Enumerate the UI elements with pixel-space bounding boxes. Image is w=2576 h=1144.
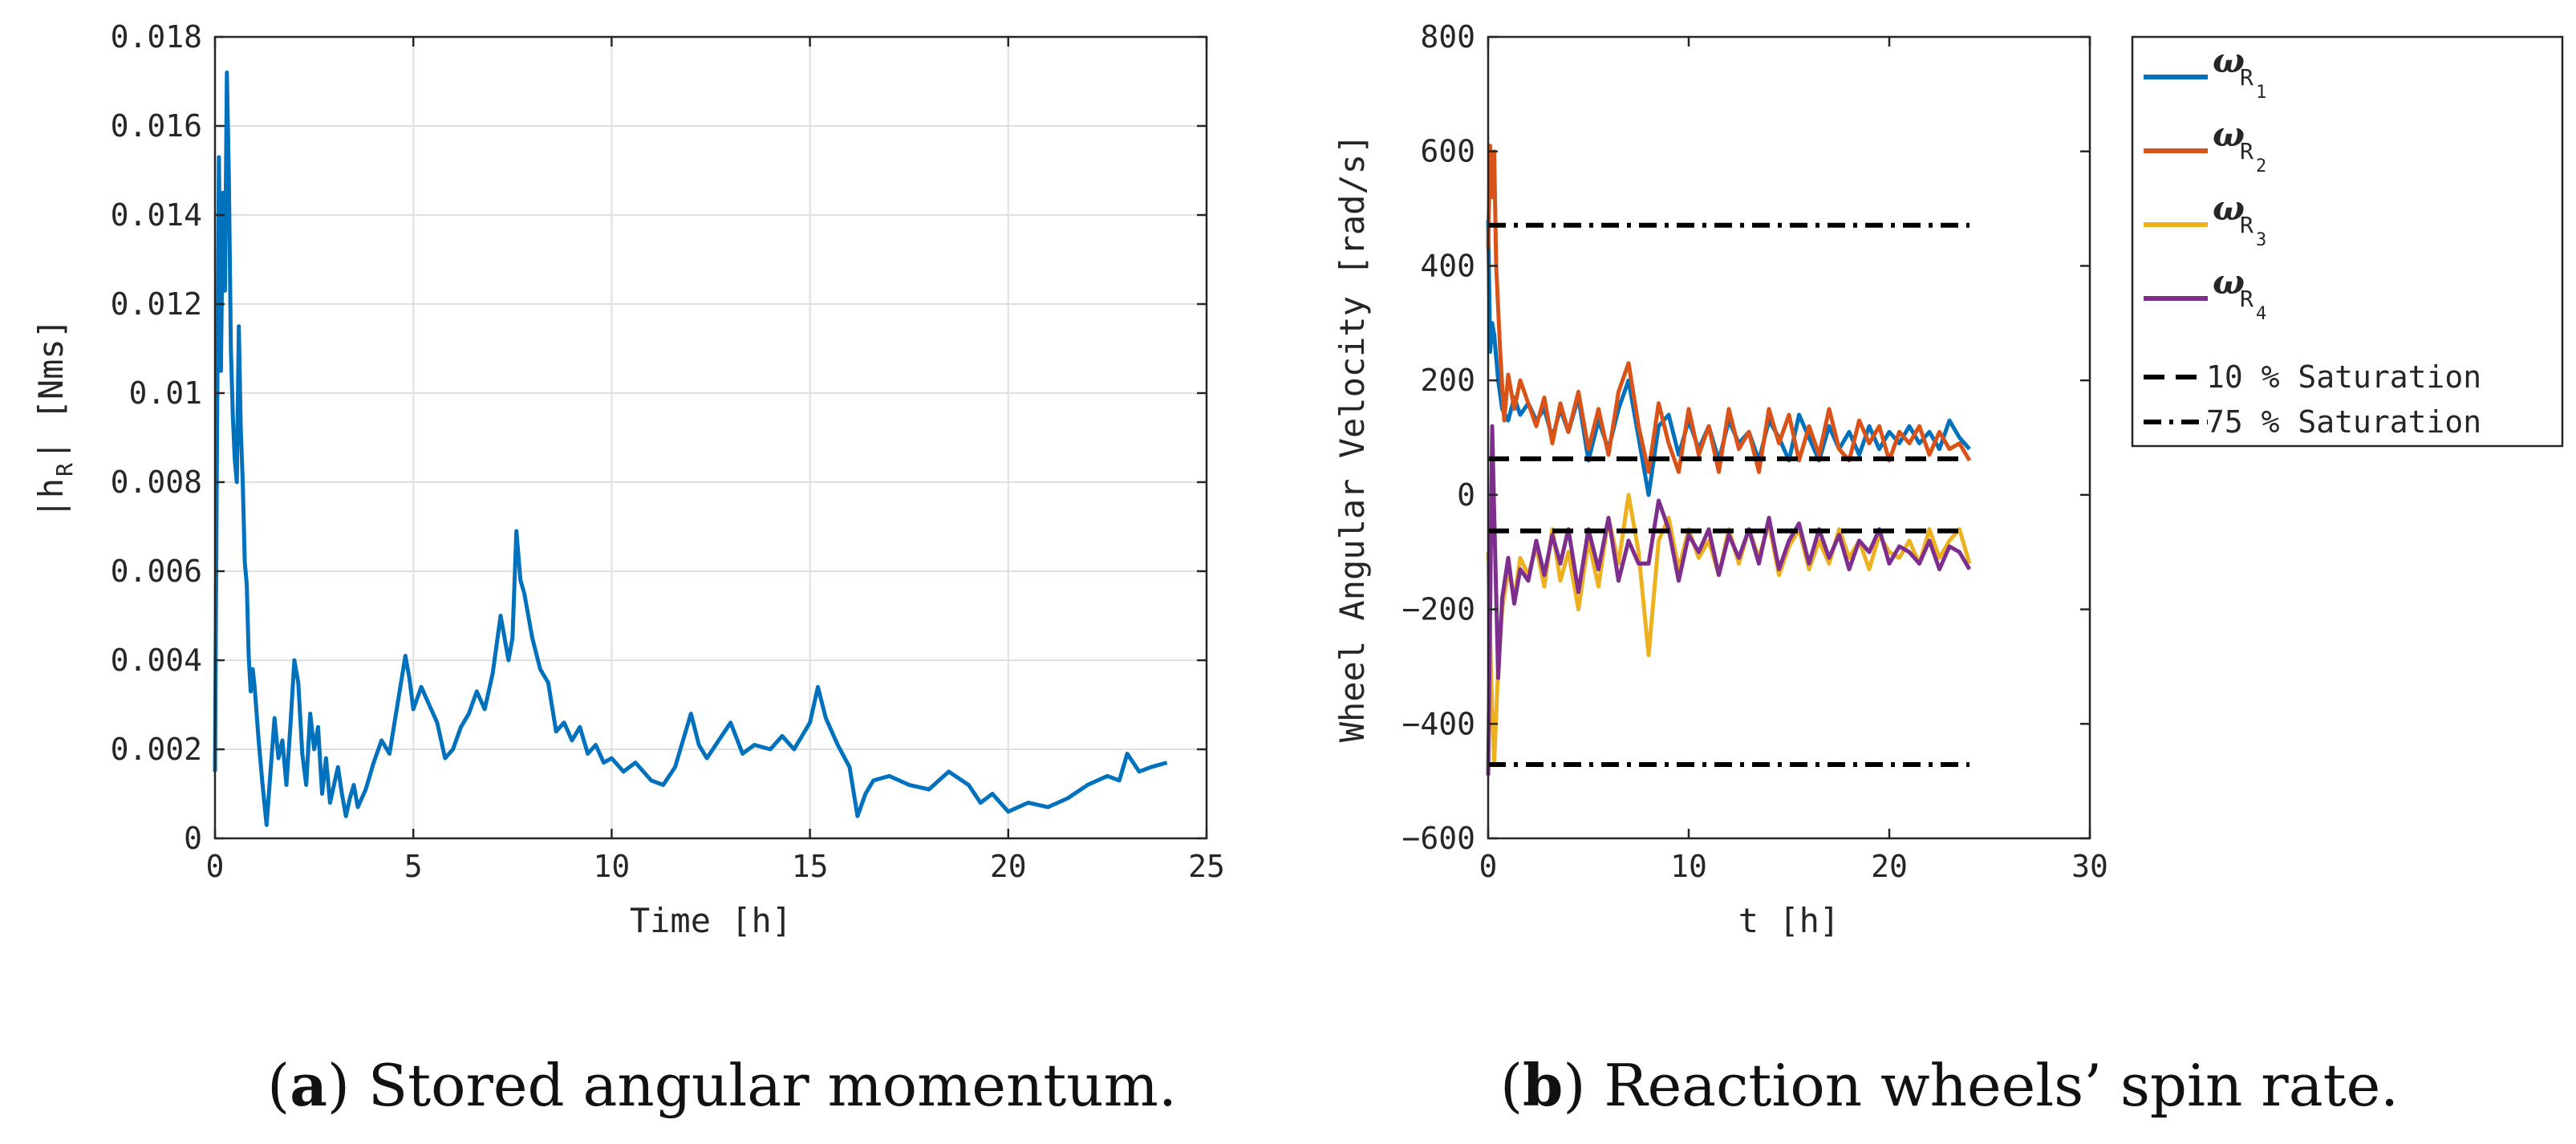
panel-a-xtick-label: 20	[990, 849, 1027, 884]
panel-b-ytick-label: −400	[1402, 706, 1475, 741]
panel-b-ytick-label: −200	[1402, 592, 1475, 627]
panel-a-ytick-label: 0.008	[111, 464, 202, 500]
legend-label-omega-sub: R	[2240, 212, 2253, 238]
panel-a-caption-label: a	[290, 1051, 327, 1119]
panel-b-series	[1486, 144, 1972, 776]
panel-a-ytick-label: 0.012	[111, 286, 202, 322]
panel-b-caption: (b) Reaction wheels’ spin rate.	[1500, 1051, 2399, 1119]
panel-a-ytick-label: 0.002	[111, 732, 202, 767]
panel-b-ytick-label: 400	[1420, 248, 1475, 283]
panel-a-ylabel: |h R | [Nms]	[31, 318, 78, 519]
panel-b-chart: 0 10 20 30 −600 −400 −200 0 200 400 600 800 t [h] W…	[1333, 19, 2564, 1119]
legend-label-omega-subsub: 3	[2256, 230, 2266, 250]
panel-b-xtick-label: 30	[2071, 849, 2108, 884]
panel-a-xtick-label: 0	[206, 849, 225, 884]
panel-a-ytick-label: 0.006	[111, 554, 202, 589]
panel-b-ytick-label: 600	[1420, 134, 1475, 169]
panel-a-xtick-label: 5	[404, 849, 423, 884]
panel-a-caption: (a) Stored angular momentum.	[267, 1051, 1177, 1119]
legend-label-dashed: 10 % Saturation	[2206, 359, 2481, 395]
panel-b-ytick-label: 0	[1457, 477, 1475, 513]
panel-b-series-2	[1486, 144, 1972, 474]
legend-label-dashdot: 75 % Saturation	[2206, 404, 2481, 440]
legend-label-omega-sub: R	[2240, 138, 2253, 164]
panel-b-ytick-label: −600	[1402, 821, 1475, 856]
panel-a-ticks: 0 5 10 15 20 25 0 0.002 0.004 0.006 0.008 0.01 0.012…	[111, 19, 1225, 884]
panel-a-xtick-label: 15	[792, 849, 829, 884]
legend-label-omega-subsub: 2	[2256, 156, 2266, 176]
panel-a-xtick-label: 25	[1188, 849, 1225, 884]
legend-label-omega-subsub: 4	[2256, 304, 2266, 324]
panel-b-ylabel: Wheel Angular Velocity [rad/s]	[1333, 134, 1372, 743]
panel-b-caption-text: Reaction wheels’ spin rate.	[1604, 1052, 2399, 1119]
panel-b-xtick-label: 0	[1479, 849, 1498, 884]
legend-label-omega-2: ω	[2213, 115, 2245, 154]
panel-b-ticks: 0 10 20 30 −600 −400 −200 0 200 400 600 800	[1402, 19, 2107, 884]
legend-label-omega-3: ω	[2213, 189, 2245, 228]
panel-b-series-1	[1486, 220, 1971, 497]
legend-label-omega-sub: R	[2240, 64, 2253, 91]
panel-b-xtick-label: 20	[1871, 849, 1908, 884]
panel-b-ytick-label: 800	[1420, 19, 1475, 55]
legend-label-omega-4: ω	[2213, 262, 2245, 302]
panel-a-xlabel: Time [h]	[630, 901, 792, 940]
panel-a-ylabel-suffix: | [Nms]	[31, 318, 71, 460]
panel-b-caption-label: b	[1523, 1051, 1563, 1119]
panel-a-series	[213, 70, 1168, 827]
panel-a-series-1	[213, 70, 1168, 827]
panel-a-ytick-label: 0.004	[111, 643, 202, 678]
panel-b-xtick-label: 10	[1670, 849, 1707, 884]
legend-box	[2131, 35, 2564, 448]
panel-b-axes-frame	[1487, 35, 2091, 840]
panel-a-ytick-label: 0.01	[128, 375, 202, 411]
panel-a-ytick-label: 0.018	[111, 19, 202, 55]
legend-label-omega-sub: R	[2240, 286, 2253, 312]
panel-a-caption-text: Stored angular momentum.	[368, 1052, 1177, 1119]
panel-a-ytick-label: 0.016	[111, 108, 202, 144]
panel-b-xlabel: t [h]	[1738, 901, 1840, 940]
panel-a-xtick-label: 10	[594, 849, 631, 884]
panel-a-ylabel-prefix: |h	[31, 478, 71, 519]
panel-a-ytick-label: 0	[184, 821, 202, 856]
legend-label-omega-1: ω	[2213, 41, 2245, 80]
panel-a-chart: 0 5 10 15 20 25 0 0.002 0.004 0.006 0.008 0.01 0.012…	[31, 19, 1225, 1119]
panel-b-series-4	[1486, 424, 1972, 776]
panel-a-ytick-label: 0.014	[111, 197, 202, 233]
panel-a-ylabel-sub: R	[51, 463, 78, 477]
panel-a-axes-frame	[213, 35, 1208, 840]
panel-b-ytick-label: 200	[1420, 363, 1475, 398]
legend-label-omega-subsub: 1	[2256, 83, 2266, 103]
panel-a-grid	[215, 37, 1207, 838]
